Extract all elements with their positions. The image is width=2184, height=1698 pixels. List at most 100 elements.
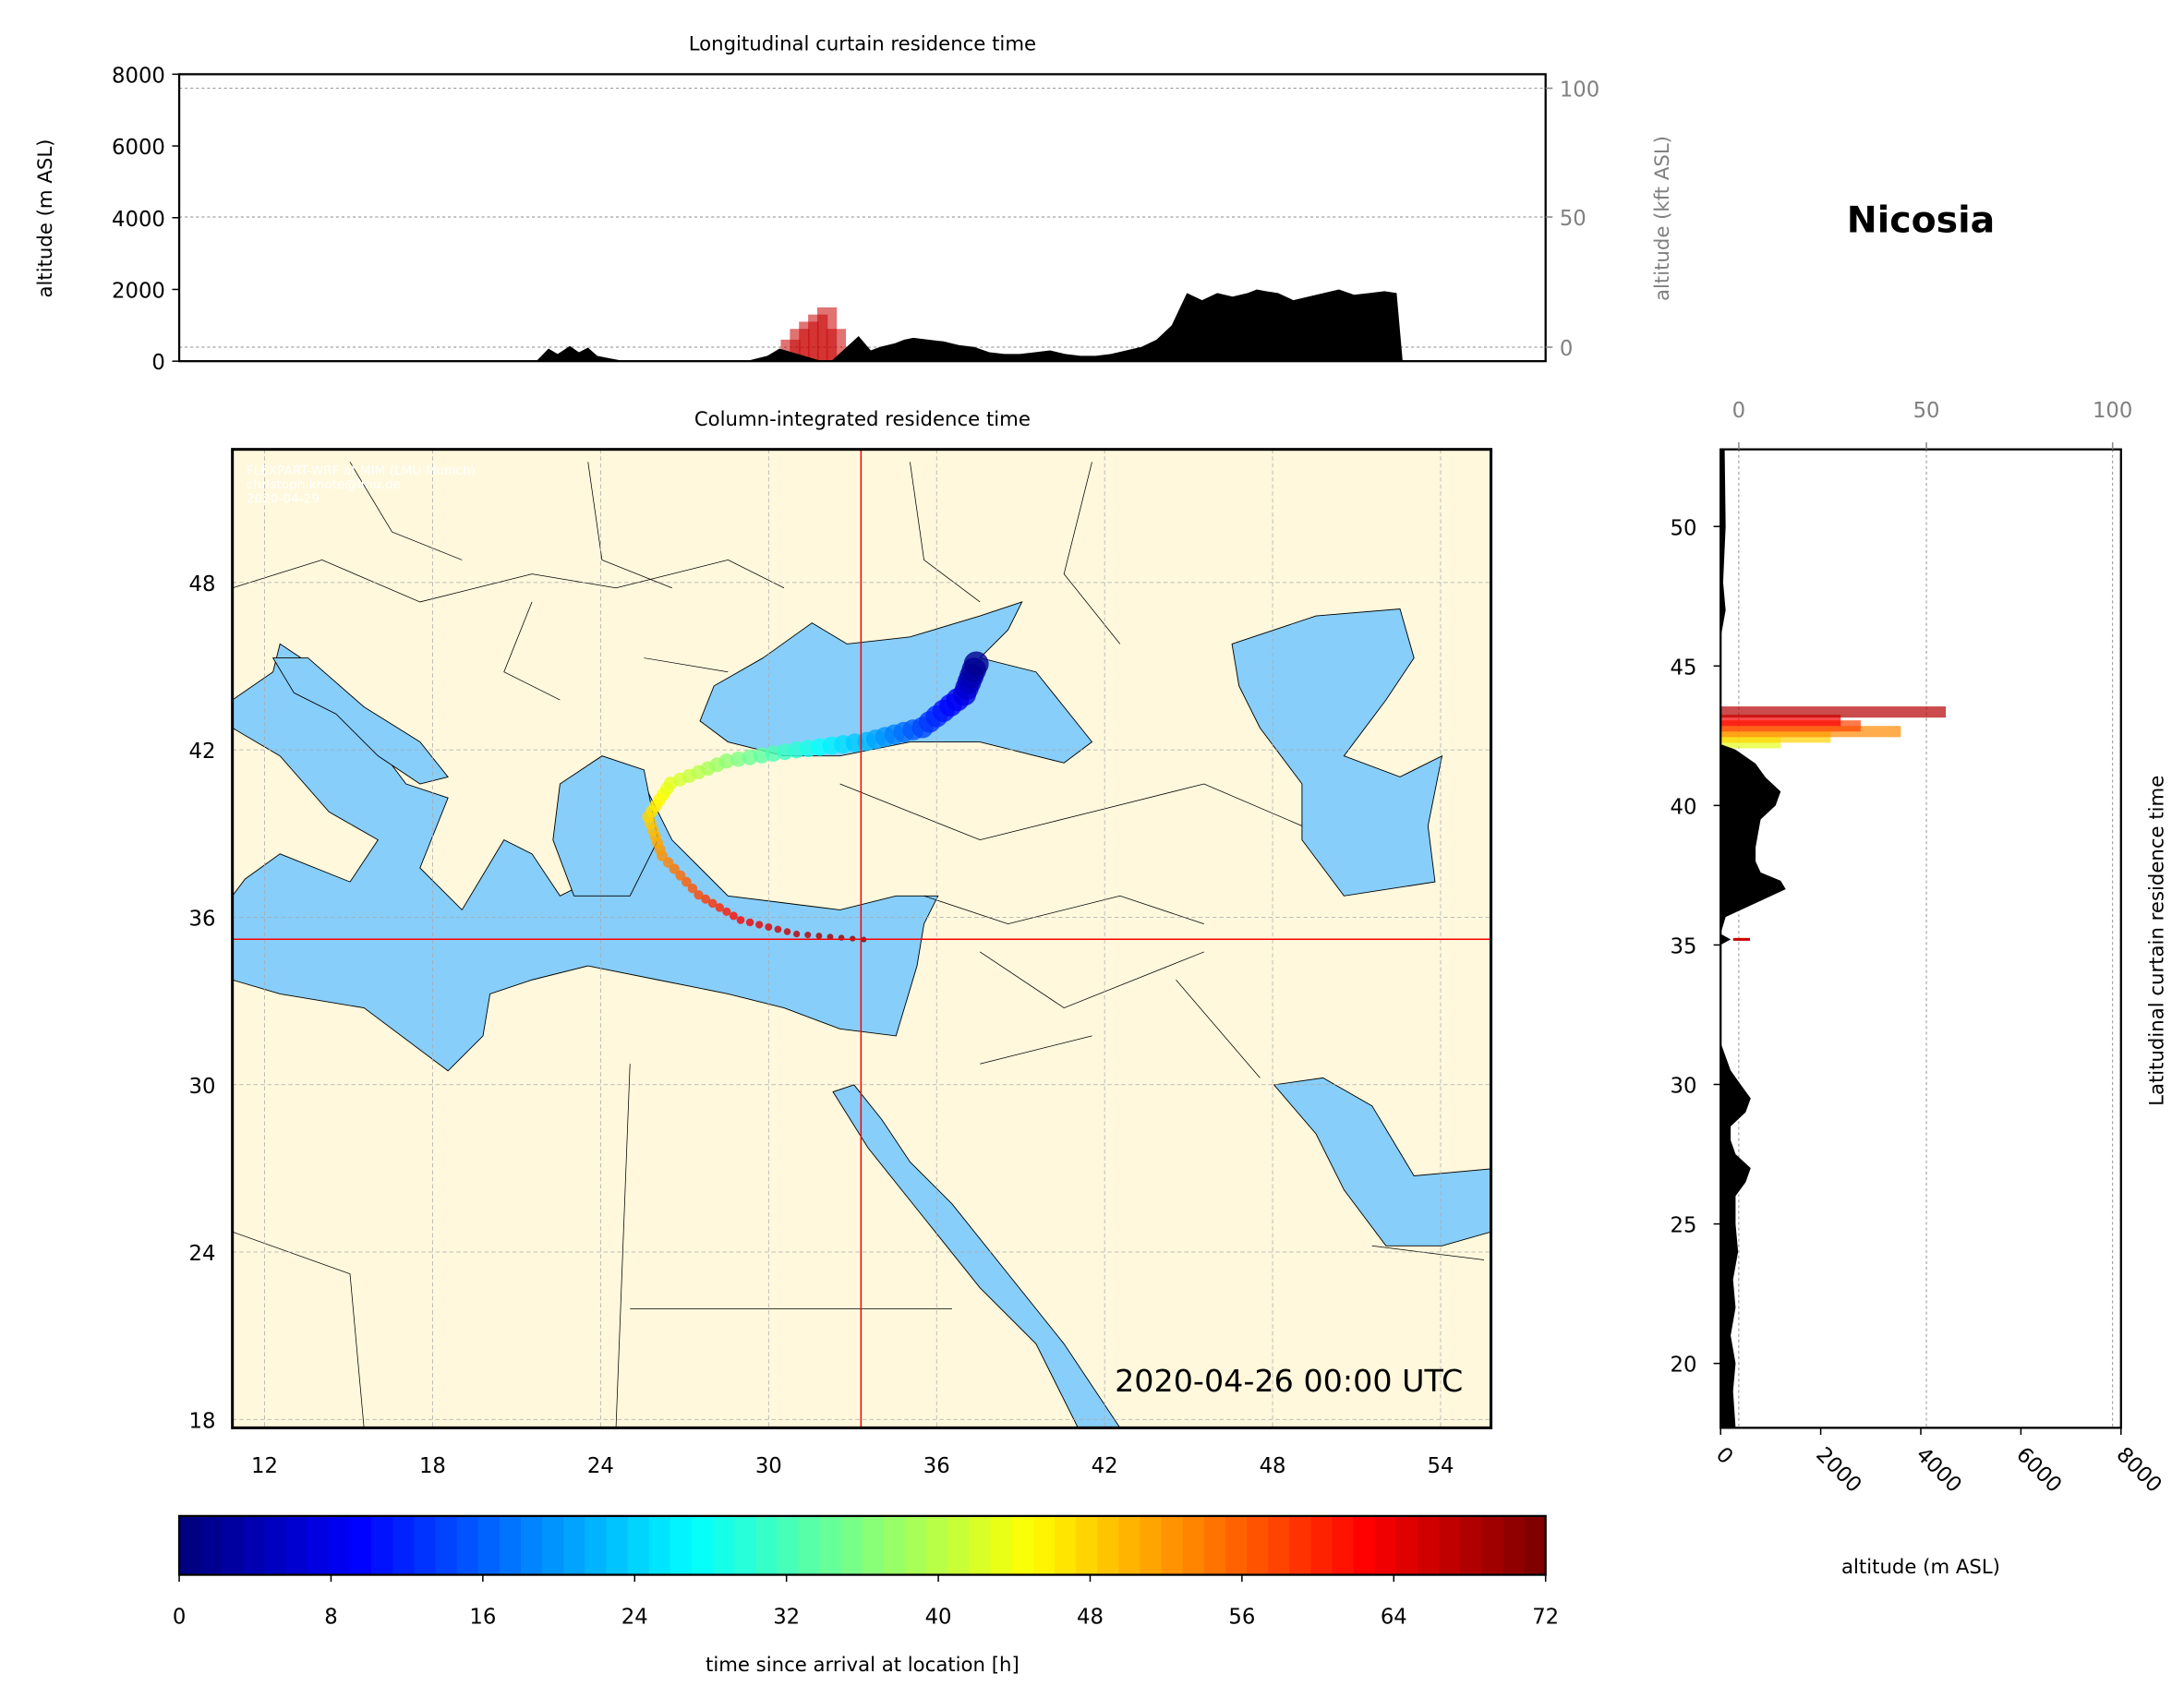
right-xlabel: altitude (m ASL): [1841, 1556, 2000, 1579]
colorbar-segment: [1417, 1515, 1440, 1575]
colorbar-tick-label: 16: [469, 1606, 496, 1630]
colorbar-segment: [1332, 1515, 1355, 1575]
terrain-profile: [536, 289, 1403, 362]
trajectory-point: [827, 933, 834, 940]
trajectory-point: [701, 894, 711, 904]
right-x2-tick-label: 50: [1913, 399, 1940, 423]
colorbar-segment: [1353, 1515, 1376, 1575]
residence-bar: [1720, 706, 1947, 718]
right-x-tick-label: 0: [1711, 1443, 1738, 1470]
trajectory-point: [687, 883, 698, 894]
colorbar-segment: [456, 1515, 479, 1575]
trajectory-point: [804, 932, 812, 939]
colorbar-segment: [1118, 1515, 1141, 1575]
colorbar-segment: [520, 1515, 543, 1575]
colorbar-segment: [585, 1515, 608, 1575]
persian-gulf: [1273, 1077, 1491, 1246]
colorbar-segment: [499, 1515, 522, 1575]
colorbar-tick-label: 56: [1228, 1606, 1255, 1630]
seas: [232, 601, 1491, 1428]
colorbar-segment: [606, 1515, 629, 1575]
map-panel: Column-integrated residence time FLEXPAR…: [189, 408, 1493, 1478]
colorbar-tick-label: 48: [1077, 1606, 1104, 1630]
map-lon-tick-label: 12: [251, 1454, 278, 1478]
right-title: Latitudinal curtain residence time: [2145, 776, 2168, 1106]
top-y2-tick-label: 50: [1560, 207, 1587, 231]
colorbar-segment: [1182, 1515, 1205, 1575]
colorbar-segment: [222, 1515, 245, 1575]
trajectory-point: [792, 930, 801, 938]
right-plot-area: [1720, 449, 2121, 1428]
colorbar-segment: [1374, 1515, 1397, 1575]
attribution-line-1: FLEXPART-WRF at MIM (LMU Munich): [247, 464, 476, 478]
right-y-tick-label: 25: [1670, 1214, 1696, 1238]
colorbar-segment: [1032, 1515, 1056, 1575]
map-frame: [231, 448, 1493, 1429]
colorbar-segment: [1395, 1515, 1418, 1575]
station-title: Nicosia: [1847, 199, 1995, 242]
colorbar-segment: [285, 1515, 308, 1575]
colorbar-segment: [264, 1515, 287, 1575]
colorbar-segment: [883, 1515, 906, 1575]
colorbar-segment: [1161, 1515, 1184, 1575]
right-x-tick-label: 6000: [2011, 1443, 2066, 1498]
colorbar-segment: [627, 1515, 650, 1575]
longitudinal-curtain-panel: Longitudinal curtain residence time 100 5…: [34, 33, 1674, 376]
colorbar-segment: [691, 1515, 714, 1575]
attribution-line-2: christoph.knote@lmu.de: [247, 477, 401, 492]
colorbar-tick-label: 0: [173, 1606, 186, 1630]
right-y-tick-label: 45: [1670, 656, 1696, 680]
colorbar-segment: [328, 1515, 351, 1575]
colorbar-segment: [755, 1515, 778, 1575]
colorbar-segment: [542, 1515, 564, 1575]
top-y2-tick-label: 0: [1560, 337, 1573, 361]
map-lat-tick-label: 48: [189, 572, 216, 596]
colorbar-segment: [969, 1515, 992, 1575]
trajectory-point: [774, 925, 782, 933]
colorbar-segment: [819, 1515, 842, 1575]
adriatic-sea: [271, 657, 449, 785]
colorbar-segment: [435, 1515, 458, 1575]
trajectory-point: [783, 928, 791, 935]
top-y-tick-label: 0: [151, 351, 164, 375]
colorbar-segment: [990, 1515, 1013, 1575]
colorbar-segment: [798, 1515, 821, 1575]
colorbar-segment: [563, 1515, 586, 1575]
caspian-sea: [1231, 608, 1443, 897]
trajectory-point: [722, 907, 731, 916]
colorbar-segment: [713, 1515, 735, 1575]
colorbar-segment: [648, 1515, 671, 1575]
borders: [232, 462, 1485, 1428]
colorbar-frame: [177, 1514, 1547, 1576]
colorbar-segment: [926, 1515, 949, 1575]
trajectory-point: [682, 876, 692, 887]
terrain-profile: [1720, 448, 1786, 1428]
colorbar-segment: [1011, 1515, 1034, 1575]
trajectory-point: [730, 751, 746, 767]
trajectory-point: [715, 903, 724, 912]
colorbar-segment: [307, 1515, 330, 1575]
colorbar-segment: [1140, 1515, 1163, 1575]
colorbar-segment: [1225, 1515, 1248, 1575]
top-ylabel: altitude (m ASL): [34, 139, 57, 298]
map-lon-tick-label: 24: [587, 1454, 614, 1478]
colorbar-segment: [1524, 1515, 1547, 1575]
top-y-tick-label: 8000: [112, 64, 165, 88]
colorbar-segment: [1439, 1515, 1461, 1575]
colorbar-segment: [734, 1515, 757, 1575]
colorbar-segment: [777, 1515, 800, 1575]
colorbar-segment: [840, 1515, 863, 1575]
right-y-tick-label: 20: [1670, 1354, 1696, 1378]
red-sea: [832, 1084, 1121, 1428]
colorbar-segment: [905, 1515, 927, 1575]
trajectory-point: [963, 651, 989, 677]
top-y-tick-label: 2000: [112, 280, 165, 304]
trajectory-point: [718, 753, 735, 769]
top-y-tick-label: 6000: [112, 136, 165, 160]
colorbar-segment: [200, 1515, 223, 1575]
top-y-tick-label: 4000: [112, 208, 165, 232]
colorbar-tick-label: 64: [1381, 1606, 1407, 1630]
colorbar-segment: [477, 1515, 501, 1575]
trajectory-point: [675, 870, 686, 881]
colorbar-segment: [862, 1515, 885, 1575]
